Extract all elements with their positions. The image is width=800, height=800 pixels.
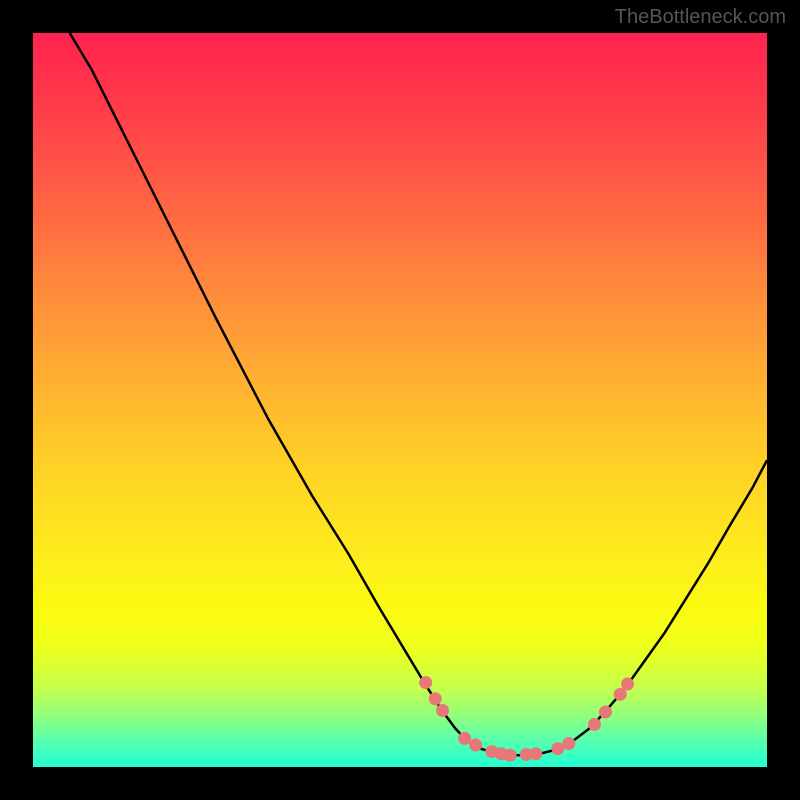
curve-marker [436,704,449,717]
chart-plot-area [33,33,767,767]
curve-marker [621,678,634,691]
curve-marker [429,692,442,705]
chart-svg-layer [33,33,767,767]
curve-marker [588,718,601,731]
bottleneck-curve [70,33,767,755]
curve-marker [469,738,482,751]
watermark-text: TheBottleneck.com [615,6,786,29]
curve-marker [529,747,542,760]
curve-marker [504,749,517,762]
curve-marker [599,705,612,718]
curve-marker [419,676,432,689]
curve-marker [562,737,575,750]
curve-marker [458,732,471,745]
